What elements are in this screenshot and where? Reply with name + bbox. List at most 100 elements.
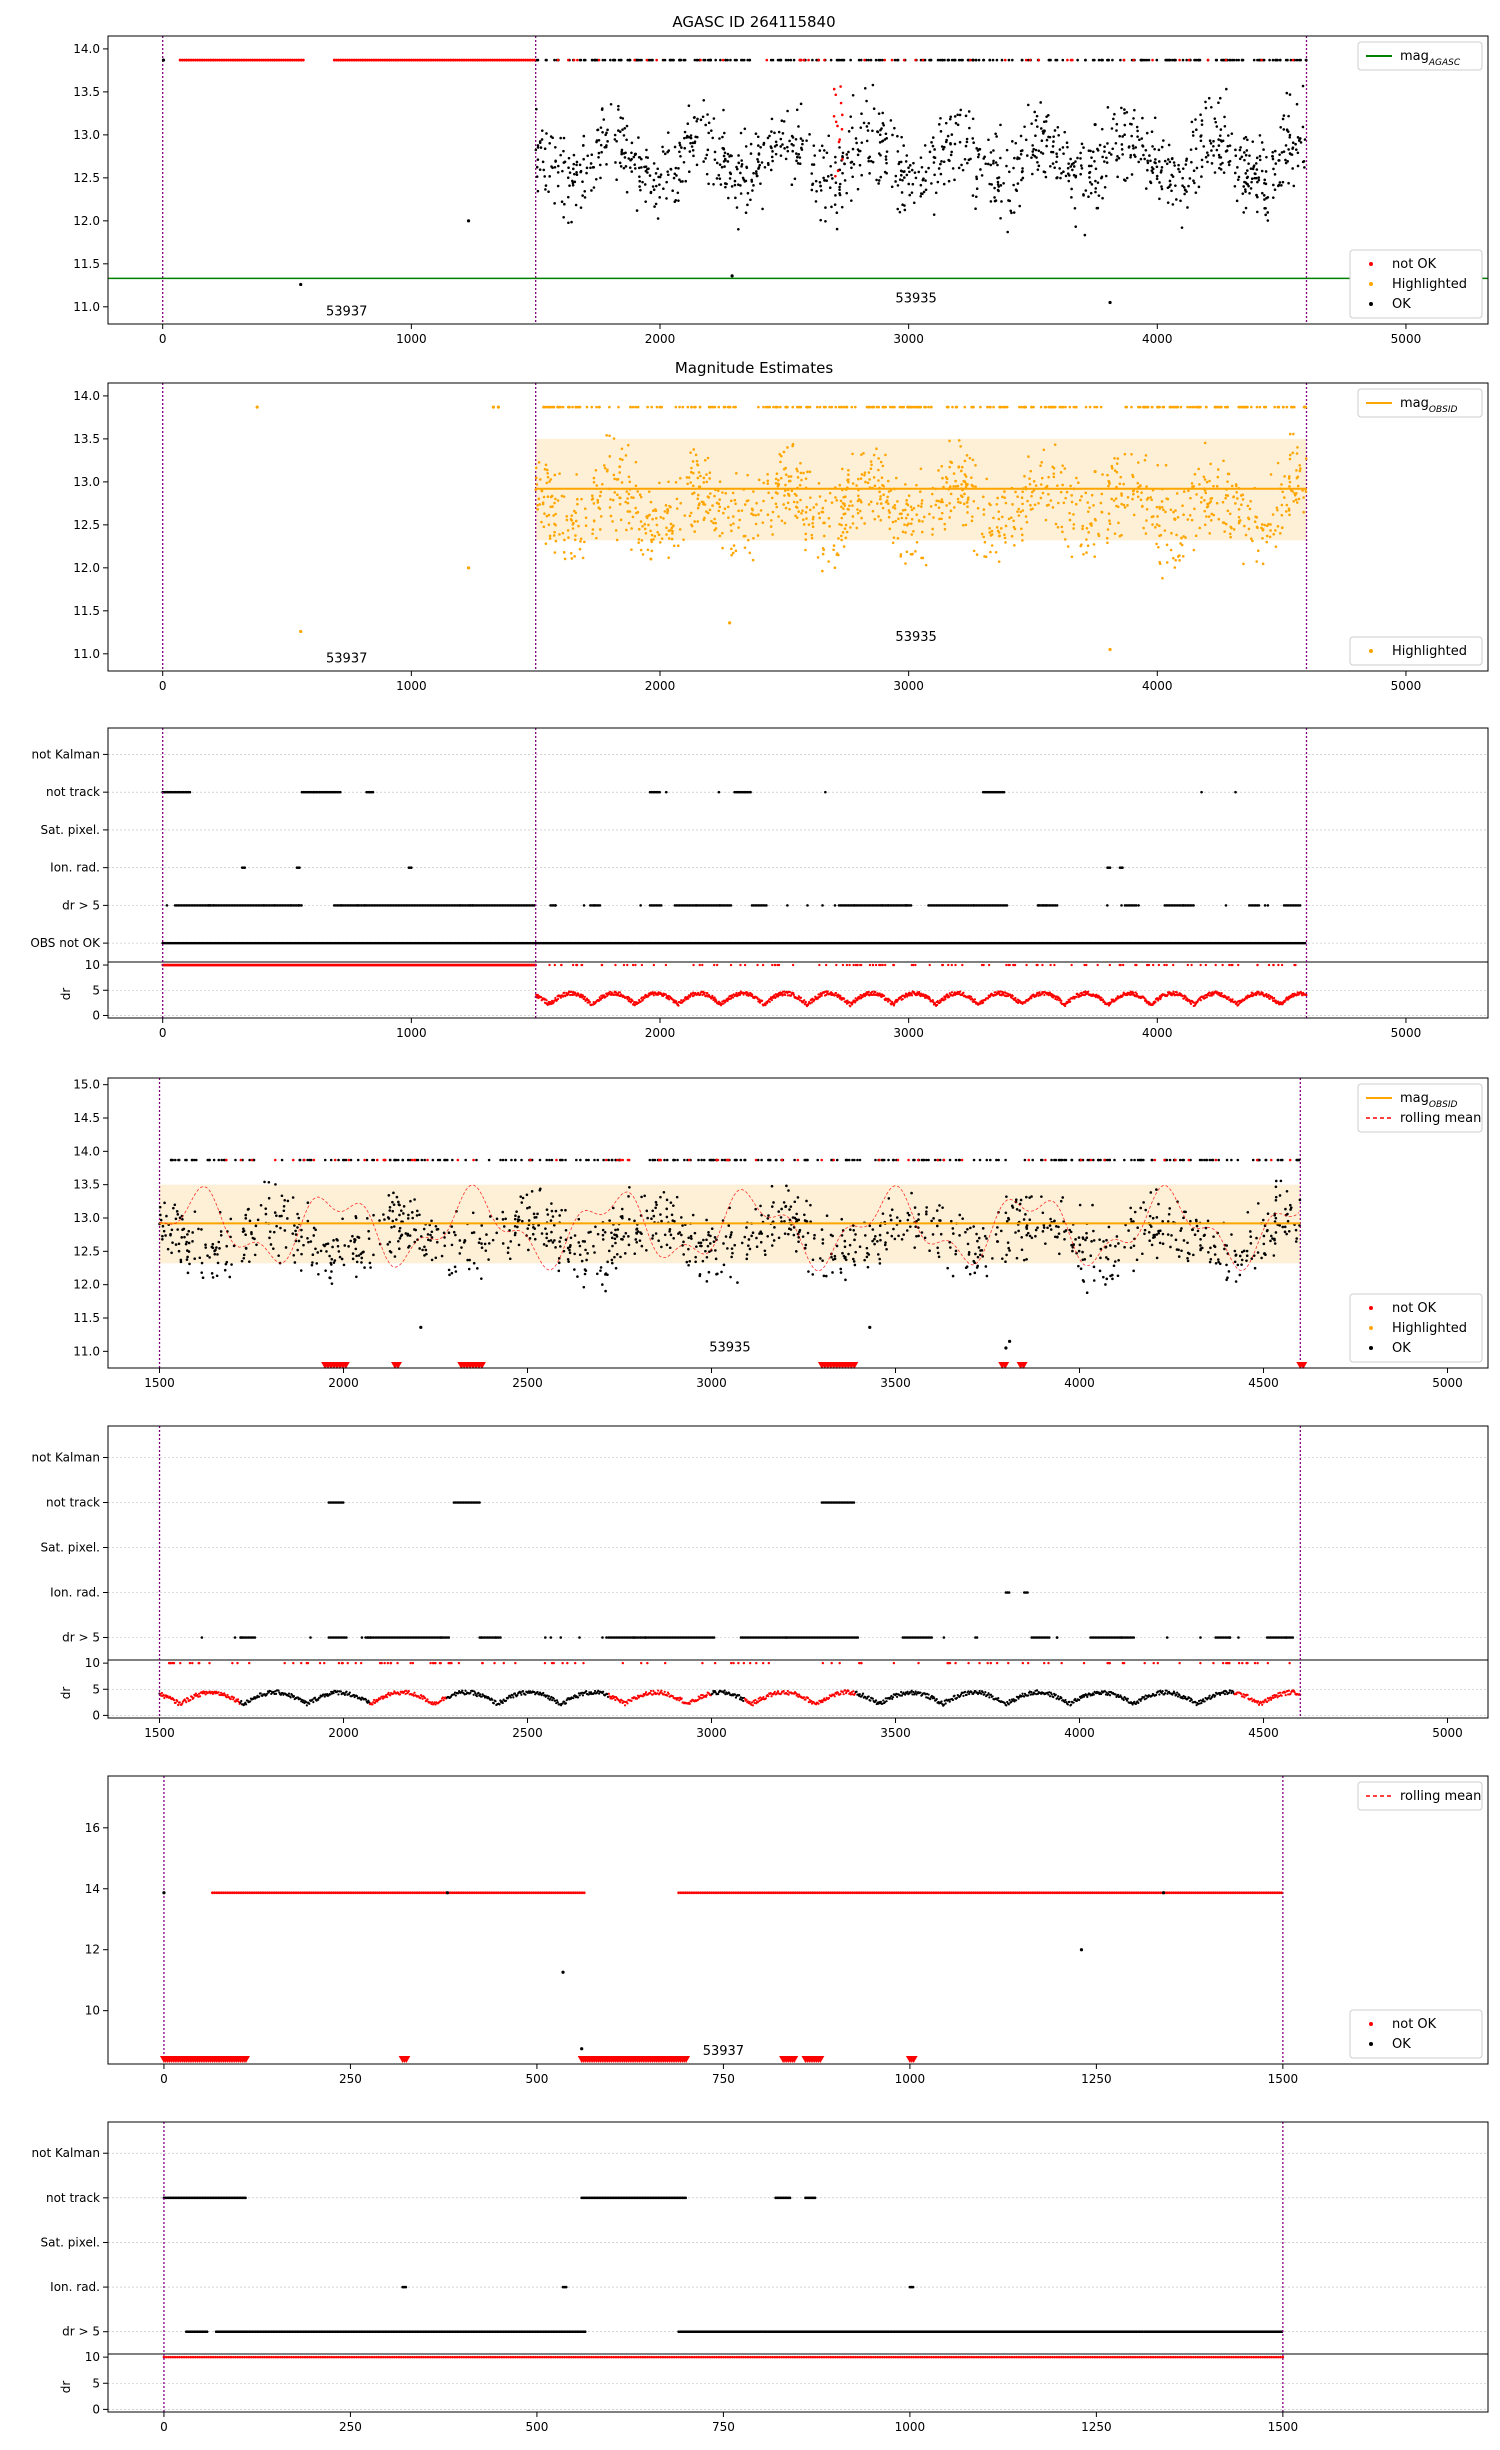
- data-point: [1252, 58, 1256, 62]
- data-point: [704, 157, 707, 160]
- data-point: [282, 58, 285, 62]
- data-point: [1108, 519, 1111, 523]
- data-point: [994, 199, 998, 202]
- data-point: [1044, 518, 1048, 522]
- data-point: [1070, 187, 1073, 191]
- data-point: [1170, 405, 1173, 409]
- data-point: [945, 504, 948, 507]
- data-point: [1068, 405, 1072, 409]
- data-point: [672, 524, 675, 527]
- data-point: [648, 174, 652, 177]
- data-point: [933, 148, 936, 151]
- data-point: [737, 161, 741, 165]
- data-point: [1179, 199, 1182, 203]
- data-point: [756, 157, 759, 161]
- data-point: [1263, 178, 1267, 182]
- data-point: [1251, 539, 1254, 543]
- data-point: [897, 162, 901, 166]
- data-point: [671, 529, 674, 533]
- data-point: [819, 189, 823, 192]
- data-point: [831, 177, 834, 180]
- data-point: [695, 58, 699, 62]
- data-point: [966, 511, 969, 514]
- data-point: [617, 104, 620, 108]
- data-point: [1056, 484, 1059, 487]
- data-point: [786, 501, 790, 505]
- data-point: [1223, 530, 1226, 533]
- data-point: [827, 134, 831, 138]
- data-point: [638, 185, 641, 188]
- data-point: [1285, 405, 1289, 409]
- data-point: [771, 150, 774, 153]
- data-point: [746, 203, 749, 207]
- data-point: [1090, 156, 1093, 159]
- data-point: [693, 530, 697, 533]
- data-point: [1003, 536, 1007, 540]
- data-point: [1295, 58, 1299, 62]
- data-point: [1086, 501, 1090, 504]
- data-point: [572, 162, 576, 166]
- data-point: [683, 136, 686, 140]
- data-point: [1204, 100, 1207, 104]
- x-tick-label: 1000: [396, 332, 427, 346]
- data-point: [630, 548, 633, 551]
- data-point: [732, 522, 735, 525]
- data-point: [1303, 405, 1307, 409]
- data-point: [1298, 463, 1302, 467]
- data-point: [385, 58, 389, 62]
- panel-2-title: Magnitude Estimates: [675, 359, 833, 377]
- data-point: [1167, 158, 1170, 161]
- data-point: [1055, 58, 1059, 62]
- data-point: [621, 117, 625, 120]
- data-point: [769, 58, 773, 62]
- plot-frame: [107, 35, 1489, 325]
- data-point: [996, 183, 1000, 186]
- data-point: [774, 482, 778, 485]
- data-point: [877, 515, 880, 518]
- data-point: [909, 505, 913, 509]
- data-point: [689, 451, 692, 454]
- data-point: [661, 58, 665, 62]
- data-point: [919, 183, 923, 187]
- data-point: [1180, 543, 1184, 547]
- data-point: [1074, 225, 1078, 228]
- data-point: [1188, 513, 1192, 517]
- data-point: [1286, 160, 1289, 163]
- data-point: [869, 58, 873, 62]
- data-point: [1120, 143, 1124, 146]
- data-point: [1060, 525, 1064, 529]
- data-point: [1061, 483, 1064, 487]
- data-point: [627, 157, 631, 160]
- data-point: [1264, 405, 1268, 409]
- data-point: [1274, 58, 1277, 62]
- data-point: [960, 469, 963, 473]
- data-point: [534, 476, 538, 480]
- data-point: [722, 108, 725, 112]
- data-point: [1186, 405, 1189, 409]
- data-point: [1132, 117, 1135, 120]
- data-point: [1033, 110, 1037, 114]
- data-point: [1181, 58, 1185, 62]
- data-point: [1155, 174, 1159, 178]
- data-point: [486, 58, 490, 62]
- data-point: [626, 443, 630, 447]
- data-point: [992, 162, 995, 165]
- data-point: [207, 58, 211, 62]
- legend-point-swatch: [1369, 302, 1373, 306]
- data-point: [590, 189, 593, 192]
- data-point: [613, 477, 616, 481]
- flag-point: [165, 904, 169, 907]
- flag-point: [339, 790, 342, 794]
- data-point: [804, 477, 808, 480]
- data-point: [725, 182, 728, 186]
- data-point: [694, 405, 697, 409]
- data-point: [1174, 58, 1177, 62]
- data-point: [853, 405, 857, 409]
- data-point: [1142, 526, 1145, 530]
- data-point: [1244, 153, 1248, 157]
- data-point: [1271, 157, 1275, 161]
- data-point: [558, 533, 561, 536]
- data-point: [1120, 148, 1124, 151]
- data-point: [1036, 125, 1039, 128]
- data-point: [1287, 181, 1290, 185]
